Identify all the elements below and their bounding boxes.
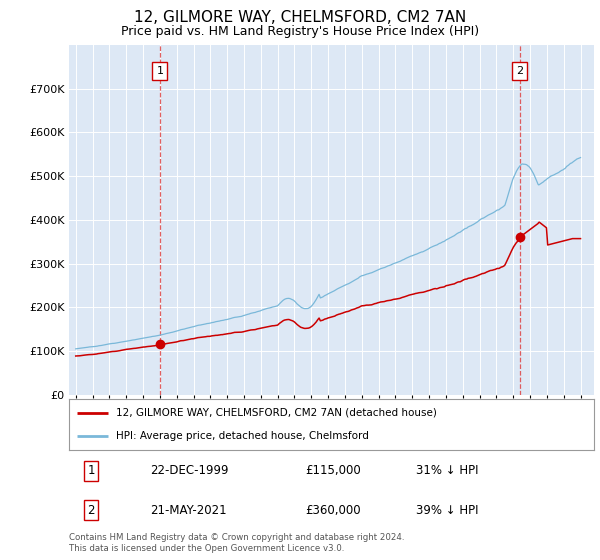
Text: 1: 1 [88,464,95,478]
Text: HPI: Average price, detached house, Chelmsford: HPI: Average price, detached house, Chel… [116,431,369,441]
Text: 1: 1 [157,66,163,76]
Text: £360,000: £360,000 [305,504,361,517]
Text: 22-DEC-1999: 22-DEC-1999 [151,464,229,478]
Text: 21-MAY-2021: 21-MAY-2021 [151,504,227,517]
Text: 2: 2 [516,66,523,76]
Text: Price paid vs. HM Land Registry's House Price Index (HPI): Price paid vs. HM Land Registry's House … [121,25,479,38]
Text: 31% ↓ HPI: 31% ↓ HPI [415,464,478,478]
Text: 39% ↓ HPI: 39% ↓ HPI [415,504,478,517]
Text: 12, GILMORE WAY, CHELMSFORD, CM2 7AN (detached house): 12, GILMORE WAY, CHELMSFORD, CM2 7AN (de… [116,408,437,418]
Text: 12, GILMORE WAY, CHELMSFORD, CM2 7AN: 12, GILMORE WAY, CHELMSFORD, CM2 7AN [134,10,466,25]
Text: 2: 2 [88,504,95,517]
Text: Contains HM Land Registry data © Crown copyright and database right 2024.
This d: Contains HM Land Registry data © Crown c… [69,533,404,553]
Text: £115,000: £115,000 [305,464,361,478]
